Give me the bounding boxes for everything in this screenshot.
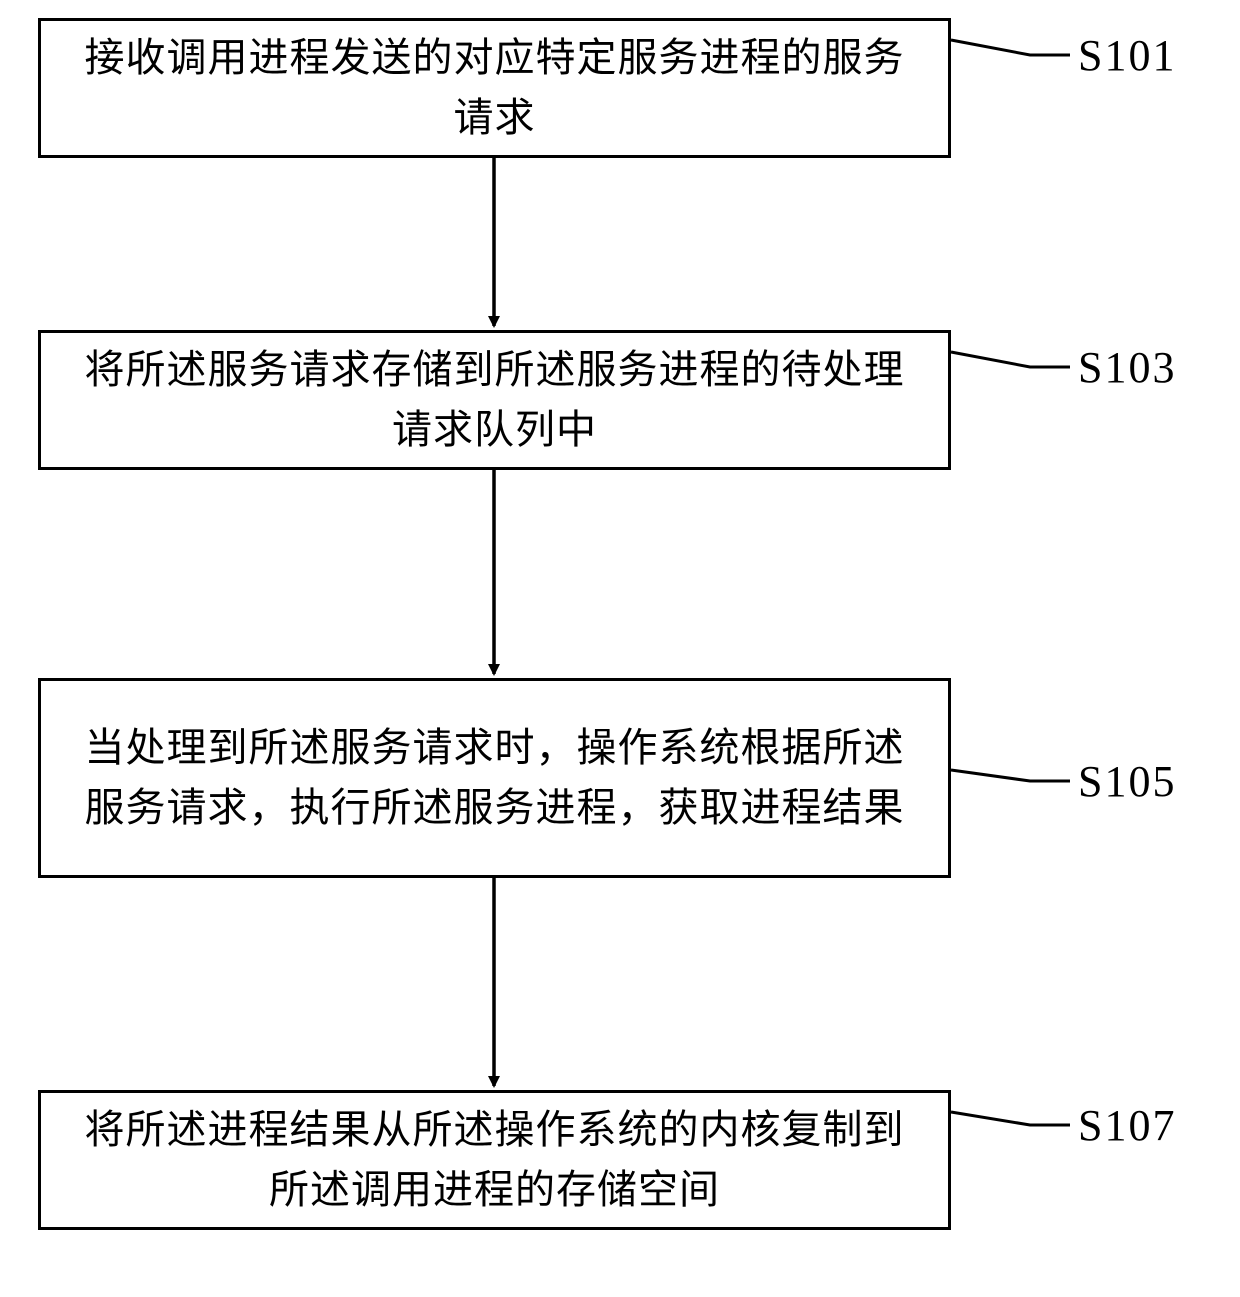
flow-node-text: 当处理到所述服务请求时，操作系统根据所述服务请求，执行所述服务进程，获取进程结果 [65,718,924,838]
step-label-s101: S101 [1078,30,1176,81]
flow-node-text: 将所述服务请求存储到所述服务进程的待处理请求队列中 [65,340,924,460]
flowchart-canvas: 接收调用进程发送的对应特定服务进程的服务请求 将所述服务请求存储到所述服务进程的… [0,0,1240,1297]
flow-node-s105: 当处理到所述服务请求时，操作系统根据所述服务请求，执行所述服务进程，获取进程结果 [38,678,951,878]
flow-node-text: 接收调用进程发送的对应特定服务进程的服务请求 [65,28,924,148]
step-label-s103: S103 [1078,342,1176,393]
leader-line [951,770,1070,781]
leader-line [951,40,1070,55]
flow-node-s107: 将所述进程结果从所述操作系统的内核复制到所述调用进程的存储空间 [38,1090,951,1230]
flow-node-s103: 将所述服务请求存储到所述服务进程的待处理请求队列中 [38,330,951,470]
step-label-s107: S107 [1078,1100,1176,1151]
leader-line [951,352,1070,367]
leader-line [951,1112,1070,1125]
flow-node-s101: 接收调用进程发送的对应特定服务进程的服务请求 [38,18,951,158]
flow-node-text: 将所述进程结果从所述操作系统的内核复制到所述调用进程的存储空间 [65,1100,924,1220]
step-label-s105: S105 [1078,756,1176,807]
